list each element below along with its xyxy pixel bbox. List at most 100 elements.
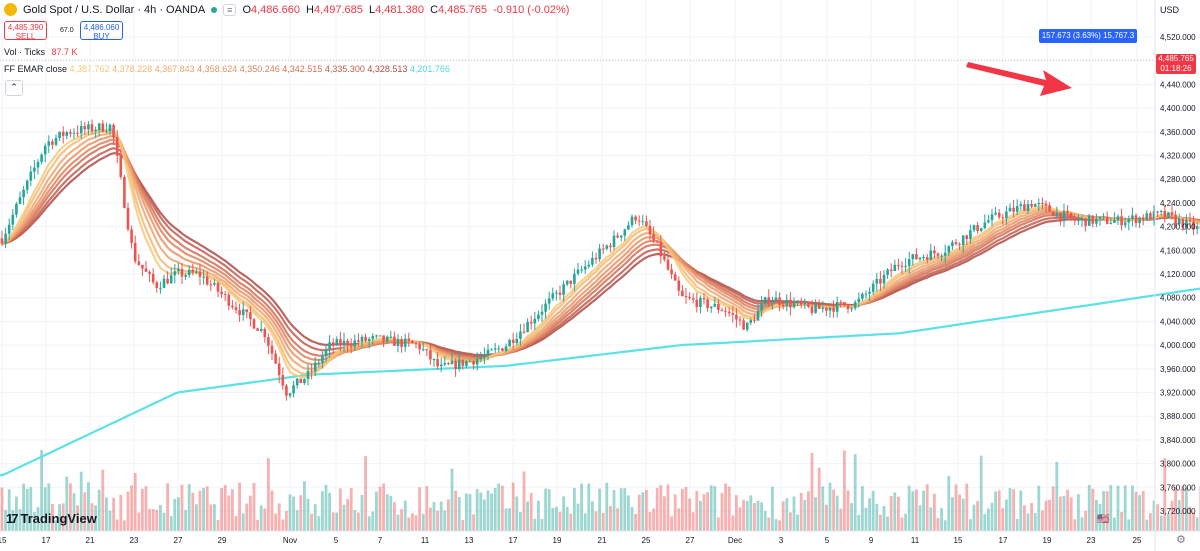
candle-body xyxy=(943,252,947,256)
candle-body xyxy=(313,362,317,372)
date-tick-label: 7 xyxy=(378,536,383,545)
candle-body xyxy=(1051,211,1055,217)
volume-bar xyxy=(436,510,439,531)
candle-body xyxy=(429,350,432,360)
volume-bar xyxy=(969,519,972,531)
volume-bar xyxy=(587,483,591,531)
candle-body xyxy=(292,385,295,394)
volume-bar xyxy=(979,455,983,531)
candle-body xyxy=(1098,216,1102,219)
candle-body xyxy=(763,297,767,304)
collapse-legend-button[interactable]: ⌃ xyxy=(5,80,23,96)
volume-bar xyxy=(364,455,367,531)
candle-body xyxy=(965,235,969,240)
volume-bar xyxy=(1123,485,1127,531)
volume-bar xyxy=(958,494,961,531)
volume-bars xyxy=(0,449,1200,531)
volume-bar xyxy=(479,492,483,531)
candle-body xyxy=(234,307,238,311)
candle-body xyxy=(587,264,591,267)
candle-body xyxy=(1080,218,1084,220)
volume-bar xyxy=(547,489,551,531)
date-tick-label: 21 xyxy=(598,536,607,545)
volume-bar xyxy=(342,504,346,531)
volume-bar xyxy=(569,513,573,531)
volume-bar xyxy=(227,495,231,531)
volume-bar xyxy=(573,487,576,531)
gear-icon[interactable]: ⚙ xyxy=(1176,534,1186,546)
volume-bar xyxy=(411,513,414,531)
candle-body xyxy=(533,318,537,324)
candle-body xyxy=(659,242,663,257)
buy-button[interactable]: 4,486.060 BUY xyxy=(80,21,123,41)
volume-bar xyxy=(904,513,907,531)
volume-bar xyxy=(11,510,15,531)
candle-body xyxy=(958,244,961,246)
candle-body xyxy=(868,291,871,294)
candle-body xyxy=(641,221,645,223)
volume-bar xyxy=(504,508,508,531)
candle-body xyxy=(803,302,807,305)
volume-bar xyxy=(1170,500,1174,531)
volume-bar xyxy=(141,488,144,531)
volume-bar xyxy=(1159,515,1163,531)
candle-body xyxy=(411,340,414,344)
candle-body xyxy=(882,274,886,284)
candle-body xyxy=(544,303,547,312)
volume-bar xyxy=(36,507,40,531)
volume-bar xyxy=(1091,488,1095,531)
volume-bar xyxy=(220,487,223,531)
candle-body xyxy=(375,335,378,337)
volume-bar xyxy=(1141,491,1145,531)
candle-body xyxy=(976,225,979,231)
candle-body xyxy=(1059,212,1062,220)
volume-bar xyxy=(749,495,753,531)
us-flag-icon[interactable]: 🇺🇸 xyxy=(1097,514,1110,525)
date-tick-label: 17 xyxy=(999,536,1008,545)
volume-bar xyxy=(1185,487,1188,531)
volume-bar xyxy=(702,494,706,531)
candle-body xyxy=(681,290,684,297)
volume-bar xyxy=(130,485,133,531)
ema-values: 4,387.762 4,378.228 4,367.843 4,358.624 … xyxy=(70,64,450,74)
volume-bar xyxy=(1127,519,1131,531)
candle-body xyxy=(594,257,598,260)
sell-button[interactable]: 4,485.390 SELL xyxy=(4,21,47,41)
candle-body xyxy=(465,361,468,366)
volume-bar xyxy=(252,482,256,531)
candle-body xyxy=(148,271,151,274)
candle-body xyxy=(389,336,393,338)
candle-body xyxy=(979,228,983,231)
candle-body xyxy=(184,275,187,277)
candle-body xyxy=(526,321,529,333)
candle-body xyxy=(281,375,285,386)
volume-bar xyxy=(688,498,691,531)
volume-bar xyxy=(681,488,684,531)
candle-body xyxy=(724,310,727,312)
volume-bar xyxy=(97,489,101,531)
volume-bar xyxy=(493,487,497,531)
symbol-title[interactable]: Gold Spot / U.S. Dollar · 4h · OANDA xyxy=(23,3,206,16)
volume-bar xyxy=(637,494,641,531)
candle-body xyxy=(166,278,169,284)
candle-body xyxy=(1087,215,1091,226)
candle-body xyxy=(569,280,573,284)
ema-value: 4,328.513 xyxy=(364,64,408,74)
volume-bar xyxy=(1048,499,1051,531)
date-tick-label: 17 xyxy=(42,536,51,545)
volume-bar xyxy=(900,517,904,531)
compare-toggle-icon[interactable]: ≡ xyxy=(223,3,237,16)
candle-body xyxy=(929,250,933,260)
volume-bar xyxy=(43,487,47,531)
candle-body xyxy=(1134,215,1138,224)
volume-indicator-legend[interactable]: Vol · Ticks 87.7 K xyxy=(4,47,78,57)
candle-body xyxy=(205,276,209,285)
tradingview-logo[interactable]: 17 TradingView xyxy=(6,511,97,526)
candle-body xyxy=(133,242,137,262)
candle-body xyxy=(504,346,508,351)
ema-indicator-legend[interactable]: FF EMAR close 4,387.762 4,378.228 4,367.… xyxy=(4,64,450,74)
candle-body xyxy=(745,322,749,330)
candle-body xyxy=(619,235,623,238)
volume-bar xyxy=(1037,485,1041,531)
